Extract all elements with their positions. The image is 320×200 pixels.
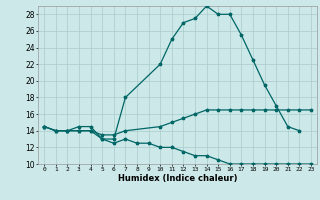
X-axis label: Humidex (Indice chaleur): Humidex (Indice chaleur) <box>118 174 237 183</box>
